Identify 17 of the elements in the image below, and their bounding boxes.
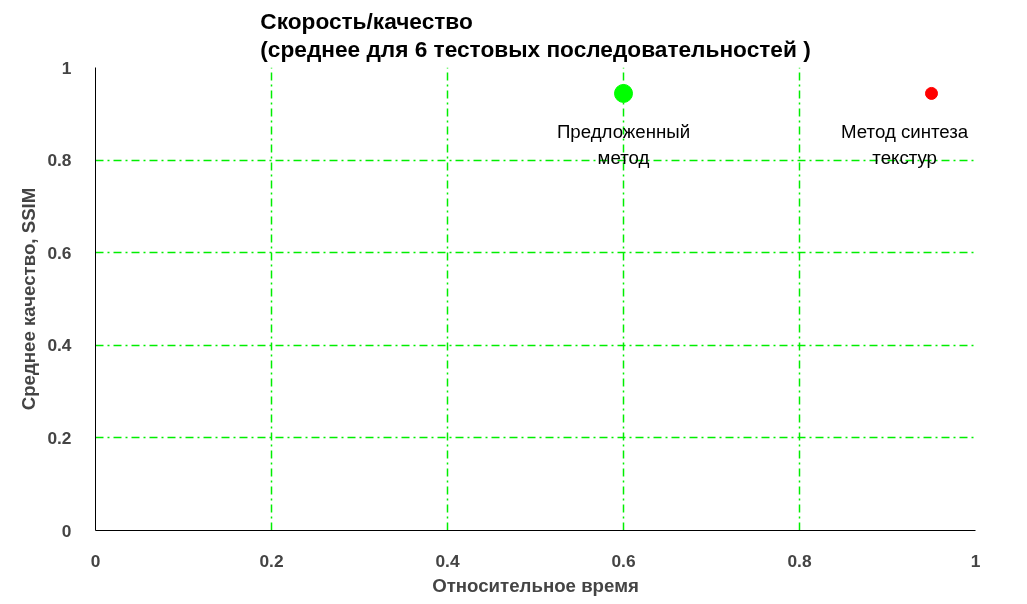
x-tick-label: 0 (90, 550, 101, 571)
x-axis-title: Относительное время (432, 574, 639, 596)
y-tick-label: 0.2 (47, 427, 72, 448)
x-tick-label: 0.2 (259, 550, 284, 571)
y-axis-title: Среднее качество, SSIM (18, 187, 40, 411)
x-tick-label: 0.8 (787, 550, 812, 571)
x-tick-label: 1 (970, 550, 981, 571)
x-tick-label: 0.6 (611, 550, 636, 571)
y-tick-label: 0 (61, 520, 72, 541)
x-tick-label: 0.4 (435, 550, 460, 571)
chart-title: Скорость/качество (среднее для 6 тестовых последовательностей ) (260, 7, 811, 63)
text: Предложенный метод (556, 121, 691, 168)
y-tick-label: 0.8 (47, 150, 72, 171)
y-tick-label: 1 (61, 57, 72, 78)
y-tick-label: 0.6 (47, 242, 72, 263)
text: Метод синтеза текстур (841, 121, 969, 168)
y-tick-label: 0.4 (47, 335, 72, 356)
